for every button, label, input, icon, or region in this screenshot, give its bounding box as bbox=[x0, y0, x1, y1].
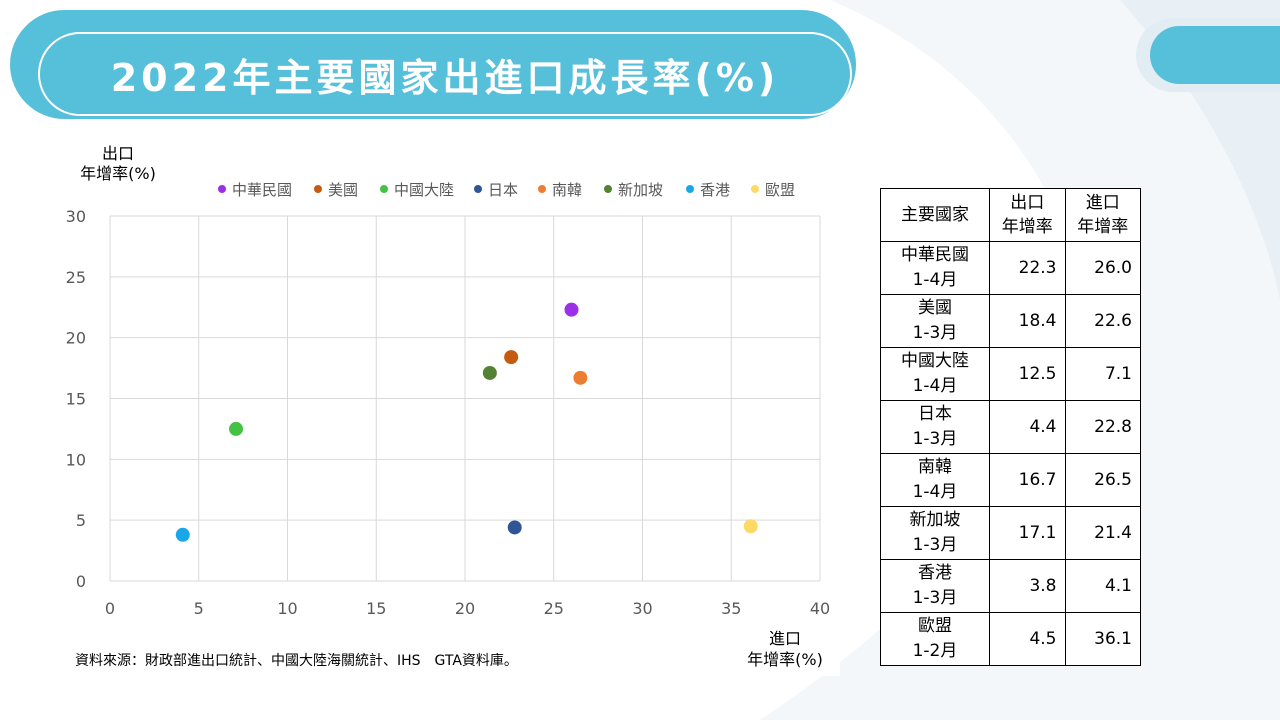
x-tick-label: 0 bbox=[105, 599, 115, 618]
table-cell-export: 16.7 bbox=[989, 453, 1066, 507]
table-cell-import: 21.4 bbox=[1064, 506, 1141, 560]
table-cell-country: 美國 1-3月 bbox=[880, 294, 990, 348]
data-table: 主要國家 出口 年增率 進口 年增率 中華民國 1-4月 22.3 26.0 美國 1-3… bbox=[880, 188, 1141, 666]
x-tick-label: 5 bbox=[194, 599, 204, 618]
table-row: 香港 1-3月 3.8 4.1 bbox=[880, 559, 1141, 613]
x-axis-title-line2: 年增率(%) bbox=[747, 650, 823, 669]
x-tick-label: 35 bbox=[721, 599, 741, 618]
legend-label: 南韓 bbox=[552, 181, 582, 199]
table-cell-import: 26.5 bbox=[1064, 453, 1141, 507]
table-cell-import: 22.6 bbox=[1064, 294, 1141, 348]
title-banner: 2022年主要國家出進口成長率(%) bbox=[10, 10, 856, 119]
table-cell-country: 中國大陸 1-4月 bbox=[880, 347, 990, 401]
chart-panel bbox=[58, 136, 840, 676]
x-tick-label: 10 bbox=[277, 599, 297, 618]
x-tick-label: 30 bbox=[632, 599, 652, 618]
legend-marker bbox=[218, 185, 226, 193]
legend-marker bbox=[751, 185, 759, 193]
y-axis-title-line2: 年增率(%) bbox=[80, 164, 156, 183]
table-cell-country: 日本 1-3月 bbox=[880, 400, 990, 454]
table-row: 日本 1-3月 4.4 22.8 bbox=[880, 400, 1141, 454]
y-tick-label: 0 bbox=[76, 572, 86, 591]
data-point bbox=[504, 350, 519, 365]
table-cell-country: 新加坡 1-3月 bbox=[880, 506, 990, 560]
table-header-row: 主要國家 出口 年增率 進口 年增率 bbox=[880, 188, 1141, 242]
legend-marker bbox=[604, 185, 612, 193]
table-cell-export: 17.1 bbox=[989, 506, 1066, 560]
table-cell-country: 香港 1-3月 bbox=[880, 559, 990, 613]
y-tick-label: 20 bbox=[66, 329, 86, 348]
y-tick-label: 15 bbox=[66, 390, 86, 409]
y-axis-title-line1: 出口 bbox=[102, 144, 134, 163]
y-tick-label: 5 bbox=[76, 511, 86, 530]
legend-label: 日本 bbox=[488, 181, 518, 199]
source-note: 資料來源：財政部進出口統計、中國大陸海關統計、IHS GTA資料庫。 bbox=[75, 653, 518, 669]
table-row: 歐盟 1-2月 4.5 36.1 bbox=[880, 612, 1141, 666]
header-import: 進口 年增率 bbox=[1064, 188, 1141, 242]
legend-label: 中華民國 bbox=[232, 181, 292, 199]
table-cell-country: 中華民國 1-4月 bbox=[880, 241, 990, 295]
legend-label: 新加坡 bbox=[618, 181, 663, 199]
table-cell-import: 26.0 bbox=[1064, 241, 1141, 295]
legend-label: 中國大陸 bbox=[394, 181, 454, 199]
table-cell-import: 4.1 bbox=[1064, 559, 1141, 613]
data-point bbox=[564, 302, 579, 317]
table-cell-export: 4.5 bbox=[989, 612, 1066, 666]
data-point bbox=[482, 365, 497, 380]
data-point bbox=[229, 421, 244, 436]
header-country: 主要國家 bbox=[880, 188, 990, 242]
legend-label: 香港 bbox=[700, 181, 730, 199]
table-row: 中國大陸 1-4月 12.5 7.1 bbox=[880, 347, 1141, 401]
table-row: 美國 1-3月 18.4 22.6 bbox=[880, 294, 1141, 348]
page-title: 2022年主要國家出進口成長率(%) bbox=[110, 55, 780, 100]
table-row: 中華民國 1-4月 22.3 26.0 bbox=[880, 241, 1141, 295]
table-cell-export: 3.8 bbox=[989, 559, 1066, 613]
table-cell-country: 歐盟 1-2月 bbox=[880, 612, 990, 666]
x-tick-label: 20 bbox=[455, 599, 475, 618]
table-cell-country: 南韓 1-4月 bbox=[880, 453, 990, 507]
legend-marker bbox=[686, 185, 694, 193]
table-cell-import: 36.1 bbox=[1064, 612, 1141, 666]
legend-marker bbox=[474, 185, 482, 193]
y-tick-label: 10 bbox=[66, 450, 86, 469]
title-banner-inner: 2022年主要國家出進口成長率(%) bbox=[38, 32, 852, 116]
legend-marker bbox=[380, 185, 388, 193]
data-point bbox=[507, 520, 522, 535]
legend-label: 美國 bbox=[328, 181, 358, 199]
table-cell-export: 22.3 bbox=[989, 241, 1066, 295]
data-point bbox=[573, 370, 588, 385]
table-row: 新加坡 1-3月 17.1 21.4 bbox=[880, 506, 1141, 560]
decorative-pill bbox=[1150, 26, 1280, 84]
table-cell-export: 12.5 bbox=[989, 347, 1066, 401]
legend-marker bbox=[538, 185, 546, 193]
table-cell-export: 4.4 bbox=[989, 400, 1066, 454]
table-cell-import: 22.8 bbox=[1064, 400, 1141, 454]
x-axis-title-line1: 進口 bbox=[769, 629, 801, 648]
table-cell-export: 18.4 bbox=[989, 294, 1066, 348]
legend-marker bbox=[314, 185, 322, 193]
legend-label: 歐盟 bbox=[765, 181, 795, 199]
table-row: 南韓 1-4月 16.7 26.5 bbox=[880, 453, 1141, 507]
y-tick-label: 30 bbox=[66, 207, 86, 226]
data-point bbox=[175, 527, 190, 542]
x-tick-label: 40 bbox=[810, 599, 830, 618]
x-tick-label: 25 bbox=[544, 599, 564, 618]
y-tick-label: 25 bbox=[66, 268, 86, 287]
x-tick-label: 15 bbox=[366, 599, 386, 618]
data-point bbox=[743, 519, 758, 534]
table-cell-import: 7.1 bbox=[1064, 347, 1141, 401]
header-export: 出口 年增率 bbox=[989, 188, 1066, 242]
